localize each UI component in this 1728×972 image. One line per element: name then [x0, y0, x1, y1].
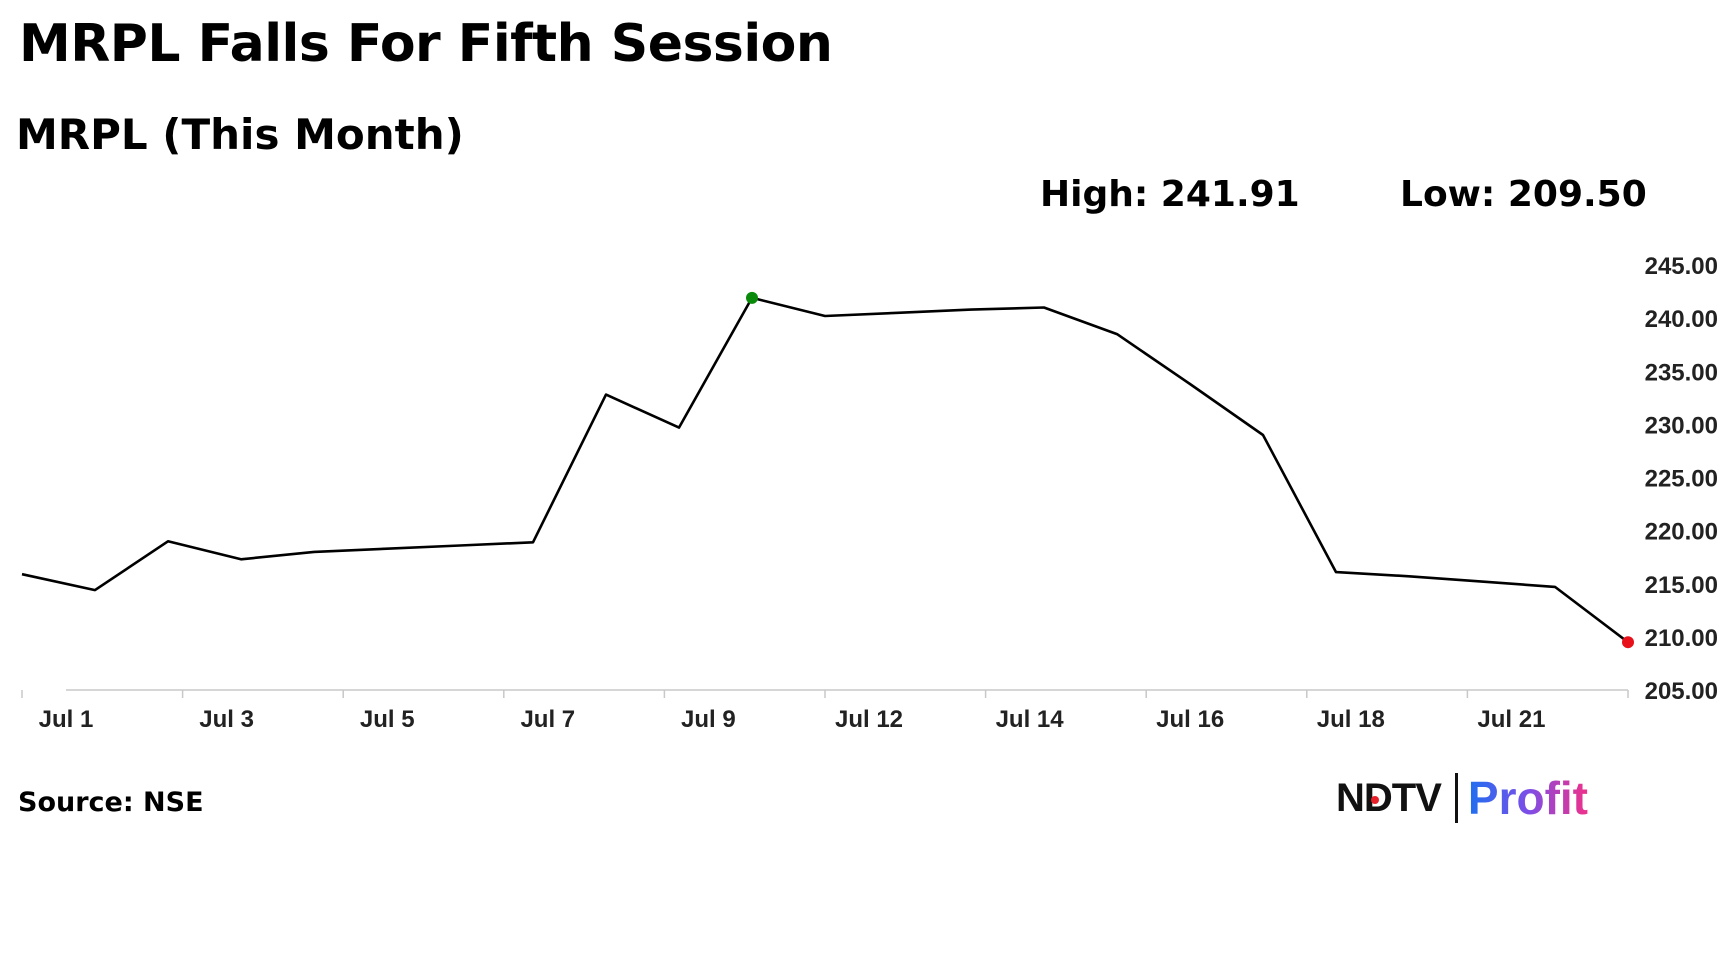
low-value: Low: 209.50: [1400, 174, 1647, 215]
x-tick-label: Jul 18: [1317, 706, 1385, 733]
high-point-marker: [746, 291, 758, 304]
logo-ndtv-text: NDTV: [1336, 775, 1442, 820]
x-tick-label: Jul 16: [1156, 706, 1224, 733]
ndtv-profit-logo: NDTV Profit: [1336, 772, 1588, 824]
series-line: [21, 296, 1629, 644]
x-tick-label: Jul 14: [996, 706, 1065, 733]
y-tick-label: 245.00: [1645, 253, 1718, 280]
x-tick-label: Jul 21: [1477, 706, 1545, 733]
source-label: Source: NSE: [18, 787, 204, 818]
y-tick-label: 225.00: [1645, 466, 1718, 493]
x-tick-label: Jul 9: [681, 706, 736, 733]
chart-subtitle: MRPL (This Month): [16, 110, 464, 159]
x-tick-label: Jul 3: [199, 706, 254, 733]
y-tick-label: 235.00: [1645, 359, 1718, 386]
logo-divider: [1454, 773, 1458, 823]
price-line-chart: 205.00 210.00 215.00 220.00 225.00 230.00 235.…: [21, 253, 1718, 733]
logo-dot-icon: [1371, 795, 1379, 804]
y-tick-label: 215.00: [1645, 572, 1718, 599]
low-point-marker: [1622, 636, 1634, 649]
y-tick-label: 205.00: [1645, 678, 1718, 705]
x-tick-label: Jul 1: [39, 706, 94, 733]
y-tick-label: 240.00: [1645, 306, 1718, 333]
chart-title: MRPL Falls For Fifth Session: [19, 14, 833, 74]
logo-profit-text: Profit: [1467, 772, 1588, 824]
x-tick-label: Jul 5: [360, 706, 415, 733]
x-tick-label: Jul 7: [520, 706, 575, 733]
y-tick-label: 210.00: [1645, 625, 1718, 652]
high-value: High: 241.91: [1040, 174, 1300, 215]
y-tick-label: 220.00: [1645, 519, 1718, 546]
x-tick-label: Jul 12: [835, 706, 903, 733]
y-tick-label: 230.00: [1645, 412, 1718, 439]
